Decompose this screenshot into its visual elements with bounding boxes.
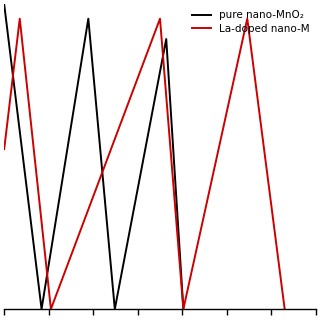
Legend: pure nano-MnO₂, La-doped nano-M: pure nano-MnO₂, La-doped nano-M — [188, 6, 314, 38]
